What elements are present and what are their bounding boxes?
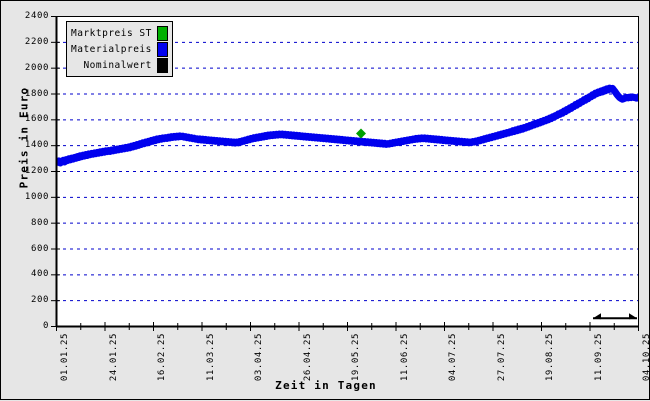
legend-item-label: Nominalwert: [83, 59, 152, 71]
y-axis-tick-label: 0: [42, 321, 49, 331]
y-axis-tick-label: 2400: [24, 11, 49, 21]
x-axis-tick-label: 03.04.25: [254, 333, 264, 382]
y-axis-title: Preis in Euro: [17, 86, 31, 189]
x-axis-tick-label: 01.01.25: [60, 333, 70, 382]
legend-item[interactable]: Materialpreis: [71, 41, 168, 57]
x-axis-title: Zeit in Tagen: [275, 379, 377, 392]
y-axis-tick-label: 2000: [24, 62, 49, 73]
x-axis-tick-label: 11.03.25: [205, 333, 216, 382]
legend-item-label: Materialpreis: [71, 43, 152, 55]
y-axis-tick-label: 400: [30, 269, 49, 280]
legend-item[interactable]: Nominalwert: [71, 57, 168, 73]
x-axis-tick-label: 24.01.25: [108, 333, 119, 382]
legend-item[interactable]: Marktpreis ST: [71, 25, 168, 41]
y-axis-tick-label: 1400: [24, 140, 49, 151]
x-axis-tick-label: 27.07.25: [496, 333, 507, 382]
nominalwert-arrow-right: [629, 313, 637, 320]
x-axis-tick-label: 19.08.25: [545, 333, 555, 382]
y-axis-tick-label: 1200: [24, 166, 49, 176]
y-axis-tick-label: 200: [30, 295, 49, 306]
x-axis-tick-label: 11.09.25: [593, 333, 604, 382]
y-axis-tick-labels: 0 200 400 600 800 1000 1200 1400 1600 1800 2000 220…: [1, 1, 49, 401]
x-axis-tick-label: 26.04.25: [302, 333, 313, 382]
series-marktpreis-st-marker: [356, 128, 366, 139]
legend-color-swatch: [156, 25, 168, 41]
series-materialpreis: [56, 84, 638, 167]
x-axis-tick-label: 11.06.25: [399, 333, 410, 382]
x-axis-tick-label: 16.02.25: [157, 333, 167, 382]
x-axis-tick-label: 04.07.25: [448, 333, 458, 382]
y-axis-tick-label: 1000: [24, 191, 49, 202]
y-axis-tick-label: 800: [30, 217, 49, 228]
x-axis-tick-label: 04.10.25: [642, 333, 650, 382]
y-axis-tick-label: 2200: [24, 36, 49, 47]
nominalwert-arrow-left: [593, 313, 601, 320]
y-axis-tick-label: 600: [30, 243, 49, 254]
y-axis-tick-label: 1800: [24, 88, 49, 99]
y-axis-tick-label: 1600: [24, 114, 49, 125]
legend-color-swatch: [156, 57, 168, 73]
x-axis-tick-label: 19.05.25: [351, 333, 361, 382]
legend-color-swatch: [156, 41, 168, 57]
legend-item-label: Marktpreis ST: [71, 27, 152, 39]
chart-legend: Marktpreis ST Materialpreis Nominalwert: [66, 21, 173, 77]
